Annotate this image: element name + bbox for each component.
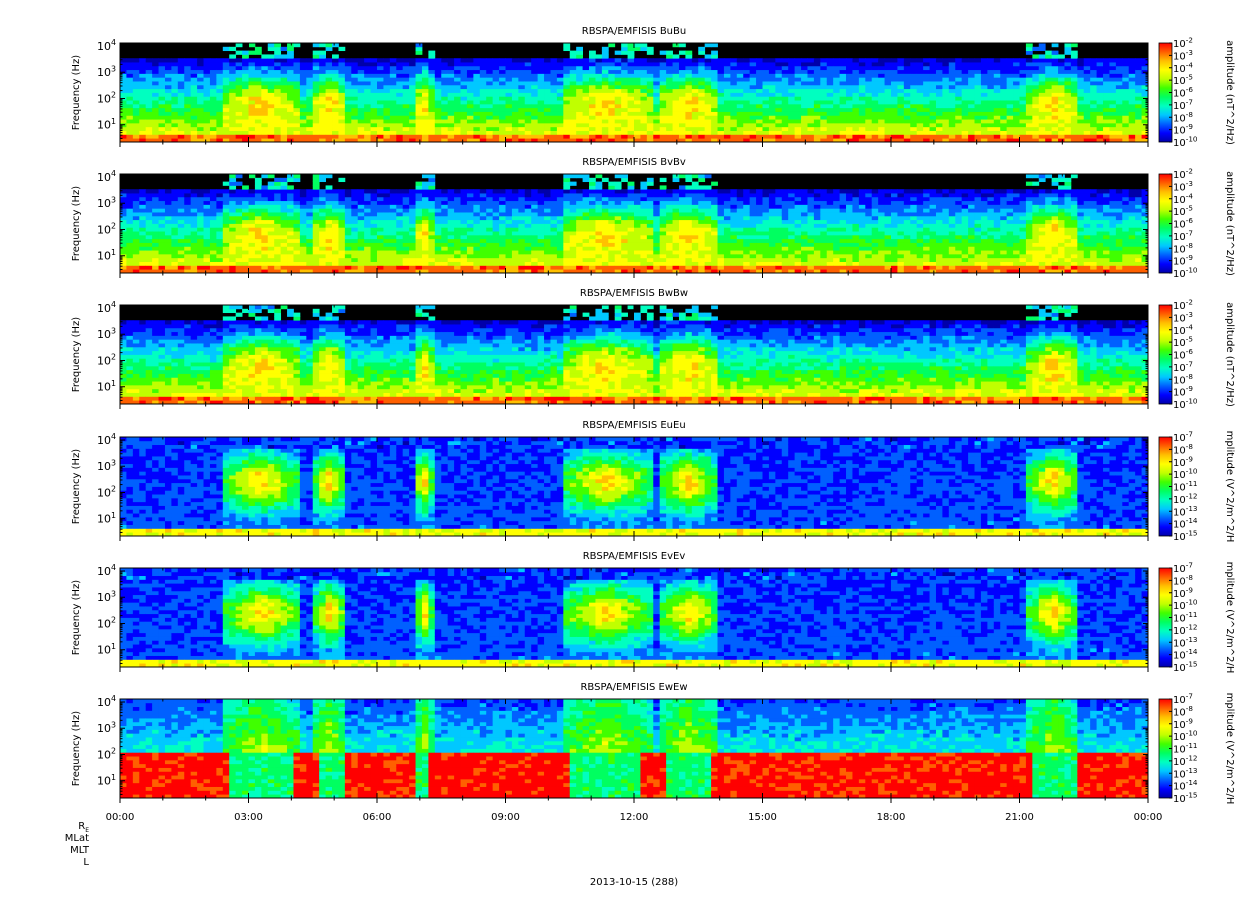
panel-title: RBSPA/EMFISIS BvBv bbox=[582, 157, 686, 168]
panel-6: RBSPA/EMFISIS EwEw 101 102 103 104 Frequency … bbox=[71, 682, 1235, 823]
colorbar-tick-label: 10-10 bbox=[1173, 135, 1198, 150]
y-tick-label: 102 bbox=[97, 747, 116, 762]
y-tick-label: 102 bbox=[97, 91, 116, 106]
x-tick-label: 00:00 bbox=[1134, 812, 1163, 823]
y-tick-label: 101 bbox=[97, 379, 116, 394]
y-tick-label: 103 bbox=[97, 195, 116, 210]
spectrogram-image bbox=[120, 437, 1148, 536]
colorbar-label: amplitude (nT^2/Hz) bbox=[1224, 302, 1235, 407]
y-tick-label: 102 bbox=[97, 616, 116, 631]
y-tick-label: 101 bbox=[97, 511, 116, 526]
x-tick-label: 12:00 bbox=[620, 812, 649, 823]
y-axis-label: Frequency (Hz) bbox=[71, 580, 82, 656]
panel-3: RBSPA/EMFISIS BwBw 101 102 103 104 Frequency … bbox=[71, 288, 1235, 411]
ephemeris-row-label: MLT bbox=[70, 845, 90, 856]
colorbar: 10-710-810-910-1010-1110-1210-1310-1410-… bbox=[1159, 692, 1235, 806]
y-tick-label: 104 bbox=[97, 563, 116, 578]
y-tick-label: 103 bbox=[97, 326, 116, 341]
panel-2: RBSPA/EMFISIS BvBv 101 102 103 104 Frequency … bbox=[71, 157, 1235, 280]
x-tick-label: 00:00 bbox=[106, 812, 135, 823]
colorbar-label: amplitude (nT^2/Hz) bbox=[1224, 40, 1235, 145]
x-tick-label: 06:00 bbox=[363, 812, 392, 823]
panel-title: RBSPA/EMFISIS EvEv bbox=[583, 551, 686, 562]
y-tick-label: 102 bbox=[97, 353, 116, 368]
ephemeris-row-label: MLat bbox=[65, 833, 89, 844]
y-tick-label: 102 bbox=[97, 485, 116, 500]
y-tick-label: 103 bbox=[97, 64, 116, 79]
colorbar-tick-label: 10-15 bbox=[1173, 529, 1197, 544]
y-tick-label: 103 bbox=[97, 589, 116, 604]
x-tick-label: 21:00 bbox=[1005, 812, 1034, 823]
y-tick-label: 101 bbox=[97, 773, 116, 788]
y-tick-label: 103 bbox=[97, 720, 116, 735]
panel-title: RBSPA/EMFISIS EuEu bbox=[582, 420, 685, 431]
colorbar-label: mplitude (V^2/m^2/H bbox=[1224, 693, 1235, 805]
panels-layer: RBSPA/EMFISIS BuBu 101 102 103 104 Frequency … bbox=[71, 26, 1235, 823]
y-tick-label: 103 bbox=[97, 458, 116, 473]
y-axis-label: Frequency (Hz) bbox=[71, 449, 82, 525]
colorbar-label: amplitude (nT^2/Hz) bbox=[1224, 171, 1235, 276]
ephemeris-row-label: L bbox=[83, 857, 89, 868]
panel-title: RBSPA/EMFISIS BuBu bbox=[582, 26, 686, 37]
y-tick-label: 101 bbox=[97, 642, 116, 657]
y-axis-label: Frequency (Hz) bbox=[71, 186, 82, 262]
y-tick-label: 104 bbox=[97, 432, 116, 447]
y-tick-label: 102 bbox=[97, 222, 116, 237]
panel-4: RBSPA/EMFISIS EuEu 101 102 103 104 Frequency … bbox=[71, 420, 1235, 543]
y-tick-label: 104 bbox=[97, 694, 116, 709]
panel-5: RBSPA/EMFISIS EvEv 101 102 103 104 Frequency … bbox=[71, 551, 1235, 674]
y-tick-label: 101 bbox=[97, 117, 116, 132]
colorbar-tick-label: 10-10 bbox=[1173, 266, 1198, 281]
y-tick-label: 104 bbox=[97, 169, 116, 184]
x-tick-label: 15:00 bbox=[748, 812, 777, 823]
date-label: 2013-10-15 (288) bbox=[590, 877, 678, 888]
colorbar-label: mplitude (V^2/m^2/H bbox=[1224, 562, 1235, 674]
spectrogram-image bbox=[120, 699, 1148, 798]
colorbar: 10-710-810-910-1010-1110-1210-1310-1410-… bbox=[1159, 561, 1235, 675]
x-tick-label: 09:00 bbox=[491, 812, 520, 823]
y-axis-label: Frequency (Hz) bbox=[71, 55, 82, 131]
colorbar-label: mplitude (V^2/m^2/H bbox=[1224, 431, 1235, 543]
colorbar-tick-label: 10-10 bbox=[1173, 397, 1198, 412]
x-tick-label: 03:00 bbox=[234, 812, 263, 823]
colorbar-tick-label: 10-15 bbox=[1173, 791, 1197, 806]
colorbar: 10-710-810-910-1010-1110-1210-1310-1410-… bbox=[1159, 430, 1235, 544]
y-axis-label: Frequency (Hz) bbox=[71, 711, 82, 787]
y-tick-label: 101 bbox=[97, 248, 116, 263]
colorbar-tick-label: 10-15 bbox=[1173, 660, 1197, 675]
panel-title: RBSPA/EMFISIS EwEw bbox=[580, 682, 687, 693]
spectrogram-image bbox=[120, 568, 1148, 667]
panel-title: RBSPA/EMFISIS BwBw bbox=[580, 288, 688, 299]
y-tick-label: 104 bbox=[97, 300, 116, 315]
y-tick-label: 104 bbox=[97, 38, 116, 53]
panel-1: RBSPA/EMFISIS BuBu 101 102 103 104 Frequency … bbox=[71, 26, 1235, 149]
y-axis-label: Frequency (Hz) bbox=[71, 317, 82, 393]
x-tick-label: 18:00 bbox=[877, 812, 906, 823]
